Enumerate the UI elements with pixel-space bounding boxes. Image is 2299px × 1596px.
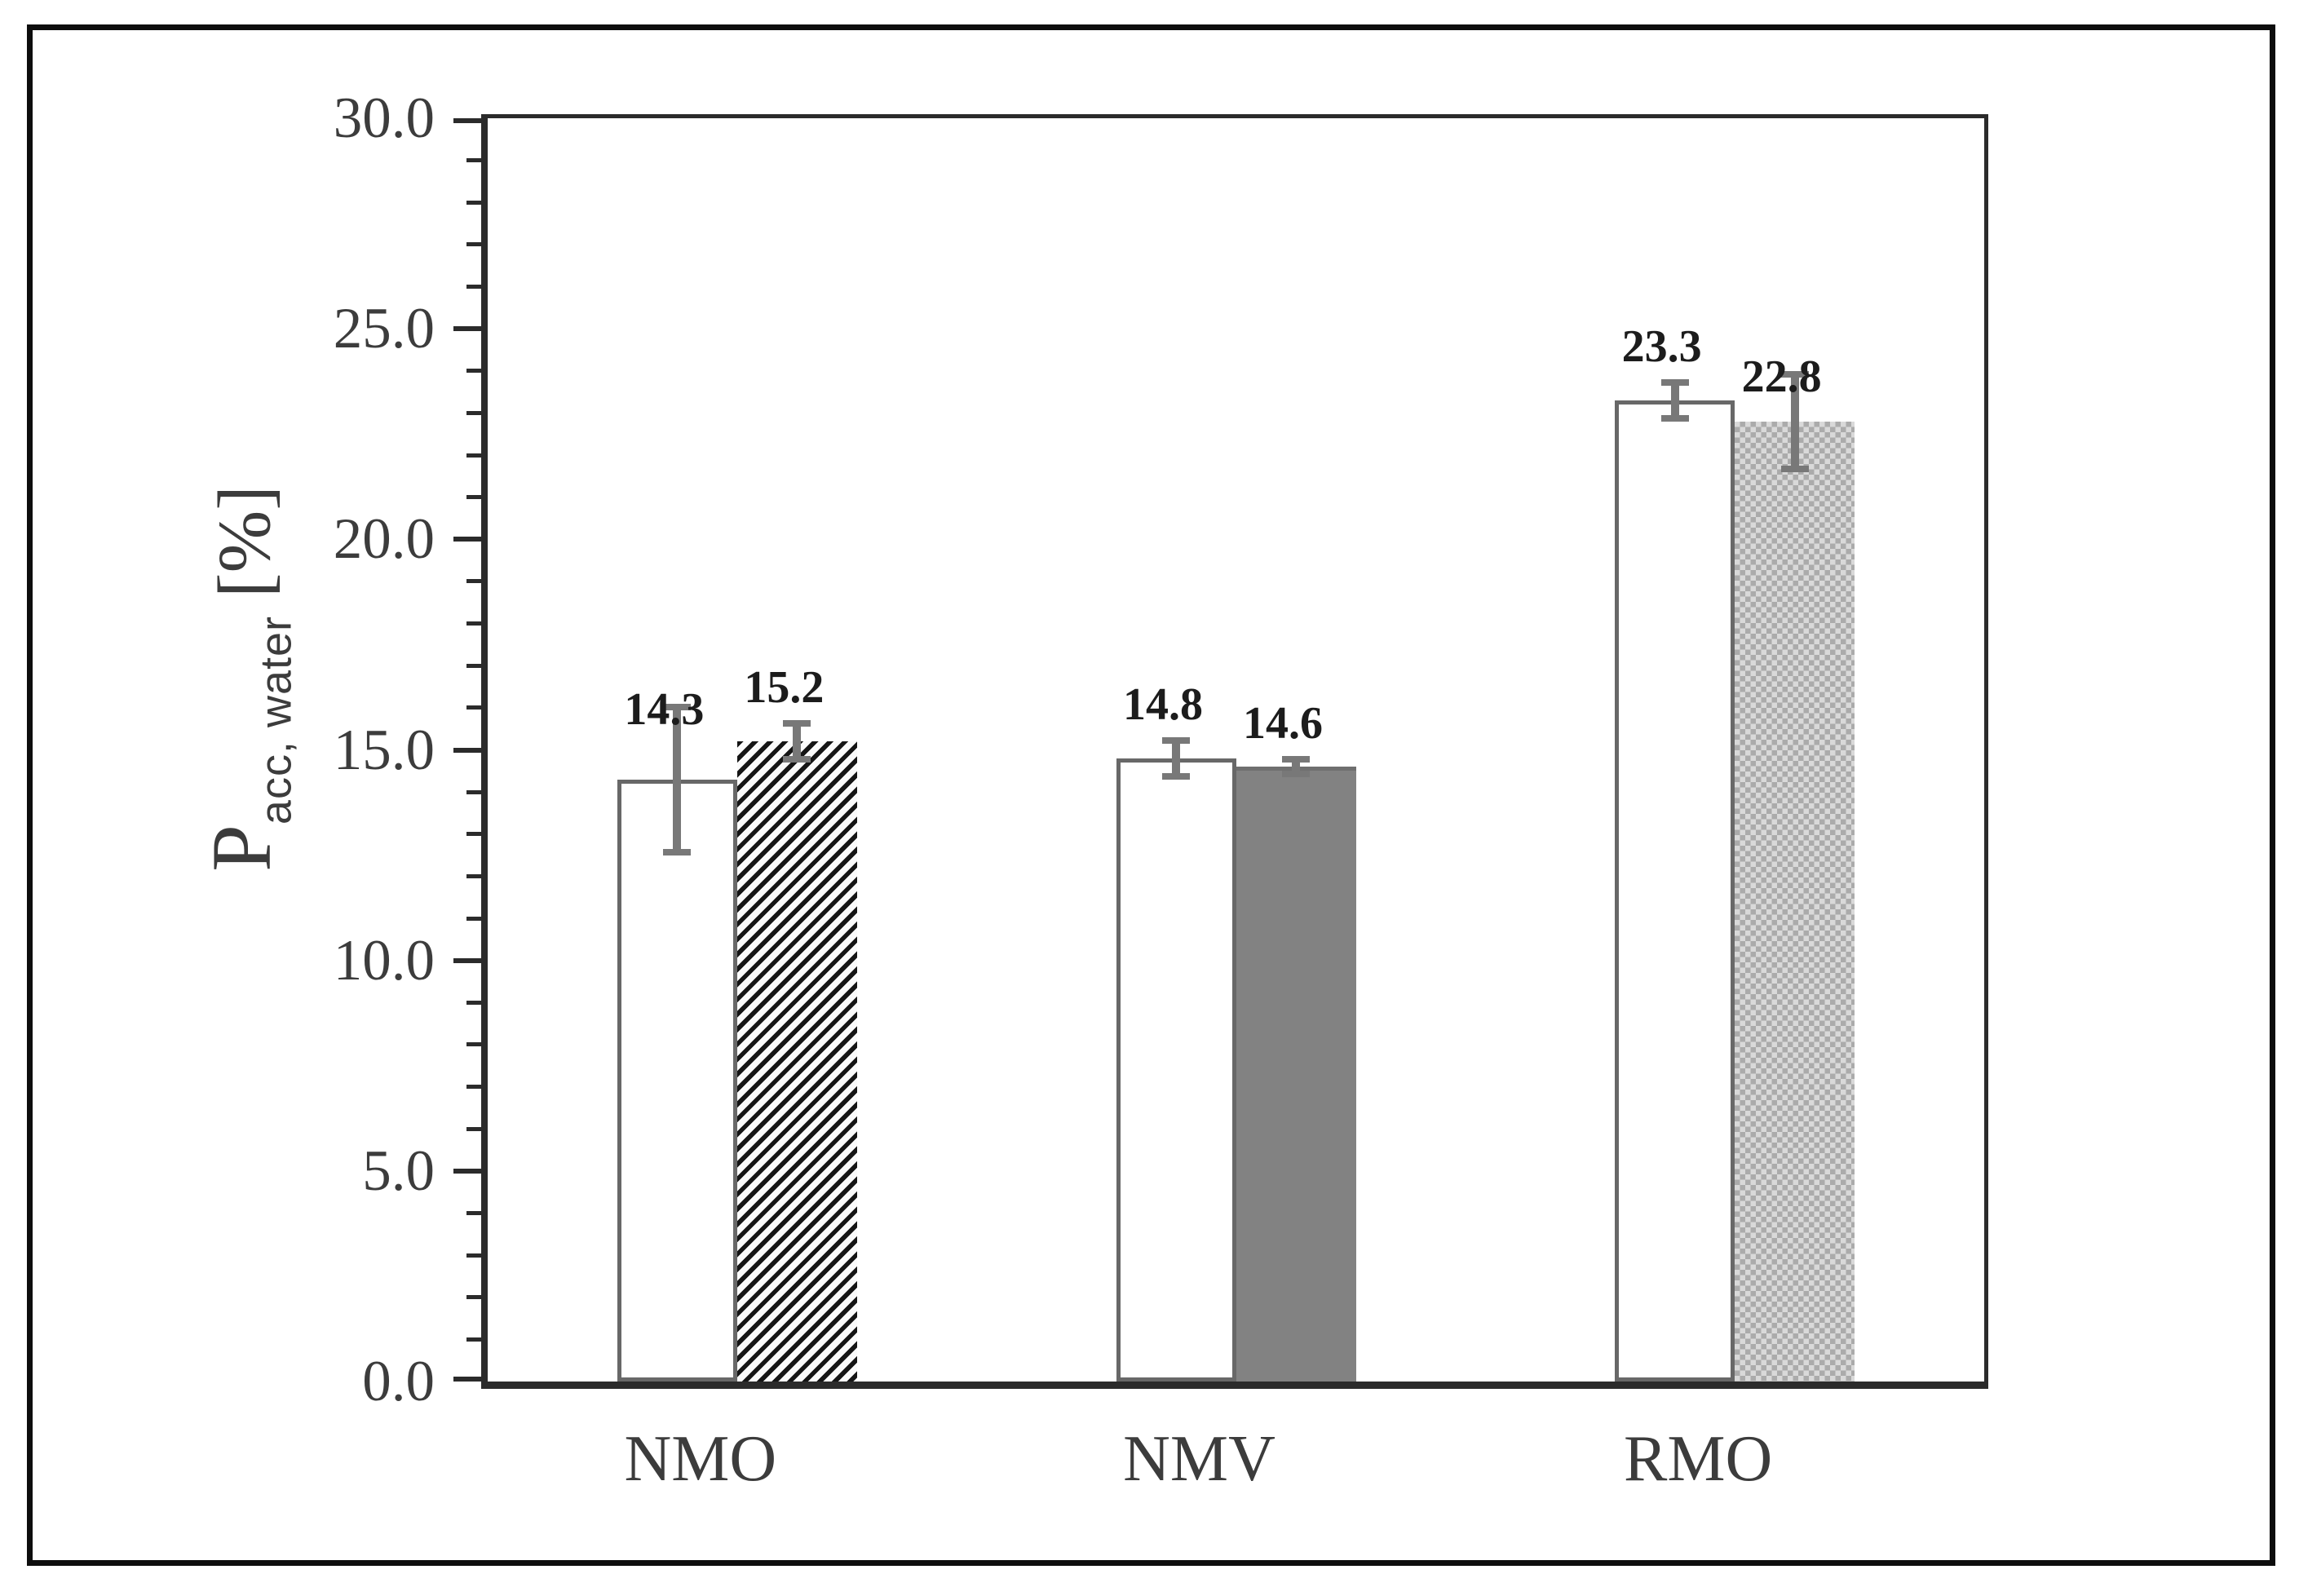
error-bar-cap-top [783,720,811,727]
y-minor-tick [466,158,481,163]
y-minor-tick [466,579,481,584]
error-bar-line [1670,379,1679,422]
y-minor-tick [466,916,481,921]
y-minor-tick [466,832,481,837]
error-bar-cap-bottom [1162,772,1190,780]
x-category-label-nmv: NMV [1123,1423,1276,1495]
error-bar-cap-top [1780,370,1809,378]
y-minor-tick [466,453,481,458]
error-bar-cap-bottom [783,755,811,763]
error-bar-cap-top [663,703,692,710]
error-bar-line [1790,370,1799,472]
error-bar-line [673,703,682,855]
y-minor-tick [466,873,481,878]
bar-value-label: 22.8 [1741,351,1822,402]
error-bar-cap-bottom [663,848,692,855]
error-bar-cap-bottom [1780,465,1809,472]
error-bar-cap-top [1660,379,1689,387]
plot-area: 14.3 15.2 14.8 14.6 23.3 22.8 [453,114,1988,1389]
y-minor-tick [466,1000,481,1005]
y-minor-tick [466,1085,481,1090]
bar-rmo-2 [1735,421,1855,1382]
y-minor-tick [466,495,481,500]
y-minor-tick [466,242,481,247]
y-major-tick [453,537,481,542]
y-major-tick [453,747,481,753]
y-major-tick [453,957,481,963]
error-bar-cap-top [1162,737,1190,744]
y-minor-tick [466,369,481,374]
error-bar-cap-bottom [1282,771,1310,778]
y-tick-label: 30.0 [333,86,435,150]
y-minor-tick [466,1295,481,1300]
error-bar-cap-top [1282,756,1310,763]
y-tick-label: 0.0 [362,1350,435,1413]
y-minor-tick [466,1210,481,1215]
error-bar-cap-bottom [1660,414,1689,422]
y-minor-tick [466,789,481,794]
y-major-tick [453,1168,481,1174]
bar-nmo-1 [617,779,737,1382]
y-minor-tick [466,1126,481,1131]
error-bar-line [793,720,802,763]
y-minor-tick [466,285,481,290]
x-category-label-nmo: NMO [624,1423,777,1495]
bar-value-label: 15.2 [744,662,825,714]
bar-value-label: 14.8 [1123,679,1203,730]
y-minor-tick [466,621,481,626]
bar-nmo-2 [736,741,857,1382]
error-bar-line [1292,756,1300,778]
bar-nmv-1 [1116,758,1236,1382]
y-axis-title-symbol: P [194,825,289,872]
bar-value-label: 14.3 [624,683,705,735]
y-major-tick [453,1377,481,1382]
y-minor-tick [466,410,481,415]
y-minor-tick [466,1337,481,1342]
y-tick-label: 15.0 [333,718,435,782]
bar-rmo-1 [1615,400,1735,1382]
y-tick-label: 10.0 [333,928,435,993]
x-category-label-rmo: RMO [1624,1423,1773,1495]
y-minor-tick [466,705,481,710]
y-minor-tick [466,663,481,668]
bar-value-label: 14.6 [1243,698,1323,749]
bar-nmv-2 [1236,767,1356,1382]
error-bar-line [1172,737,1180,780]
y-minor-tick [466,1253,481,1258]
y-tick-label: 5.0 [362,1138,435,1203]
y-minor-tick [466,1042,481,1047]
y-tick-label: 20.0 [333,507,435,572]
y-major-tick [453,118,481,123]
y-minor-tick [466,200,481,205]
y-tick-label: 25.0 [333,297,435,361]
bar-value-label: 23.3 [1621,321,1702,373]
y-major-tick [453,326,481,332]
